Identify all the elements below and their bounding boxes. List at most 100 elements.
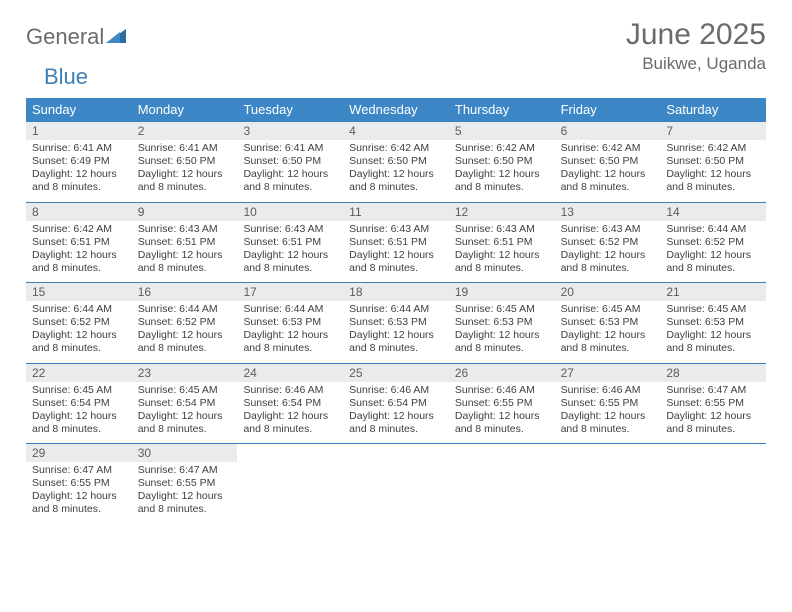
day-number: 15 bbox=[26, 283, 132, 301]
day-number: 8 bbox=[26, 203, 132, 221]
day-cell: 22Sunrise: 6:45 AMSunset: 6:54 PMDayligh… bbox=[26, 364, 132, 437]
daylight: Daylight: 12 hours and 8 minutes. bbox=[243, 168, 337, 194]
daylight: Daylight: 12 hours and 8 minutes. bbox=[243, 410, 337, 436]
sunset: Sunset: 6:50 PM bbox=[666, 155, 760, 168]
day-info: Sunrise: 6:42 AMSunset: 6:50 PMDaylight:… bbox=[343, 140, 449, 195]
daylight: Daylight: 12 hours and 8 minutes. bbox=[138, 168, 232, 194]
location: Buikwe, Uganda bbox=[626, 54, 766, 74]
day-info: Sunrise: 6:42 AMSunset: 6:51 PMDaylight:… bbox=[26, 221, 132, 276]
daylight: Daylight: 12 hours and 8 minutes. bbox=[138, 410, 232, 436]
sunrise: Sunrise: 6:46 AM bbox=[349, 384, 443, 397]
day-number: 27 bbox=[555, 364, 661, 382]
sunrise: Sunrise: 6:46 AM bbox=[455, 384, 549, 397]
sunset: Sunset: 6:54 PM bbox=[32, 397, 126, 410]
sunset: Sunset: 6:51 PM bbox=[32, 236, 126, 249]
weekday-label: Monday bbox=[132, 98, 238, 121]
day-cell: 2Sunrise: 6:41 AMSunset: 6:50 PMDaylight… bbox=[132, 122, 238, 195]
day-number bbox=[660, 444, 766, 448]
day-cell: 23Sunrise: 6:45 AMSunset: 6:54 PMDayligh… bbox=[132, 364, 238, 437]
day-number bbox=[449, 444, 555, 448]
day-info: Sunrise: 6:43 AMSunset: 6:51 PMDaylight:… bbox=[237, 221, 343, 276]
weekday-label: Friday bbox=[555, 98, 661, 121]
sunset: Sunset: 6:52 PM bbox=[666, 236, 760, 249]
day-info: Sunrise: 6:43 AMSunset: 6:51 PMDaylight:… bbox=[343, 221, 449, 276]
sunset: Sunset: 6:54 PM bbox=[138, 397, 232, 410]
day-cell: 15Sunrise: 6:44 AMSunset: 6:52 PMDayligh… bbox=[26, 283, 132, 356]
sunset: Sunset: 6:50 PM bbox=[561, 155, 655, 168]
day-number bbox=[237, 444, 343, 448]
day-number: 14 bbox=[660, 203, 766, 221]
day-number bbox=[555, 444, 661, 448]
day-cell: 17Sunrise: 6:44 AMSunset: 6:53 PMDayligh… bbox=[237, 283, 343, 356]
logo-text-1: General bbox=[26, 24, 104, 50]
sunset: Sunset: 6:49 PM bbox=[32, 155, 126, 168]
daylight: Daylight: 12 hours and 8 minutes. bbox=[138, 329, 232, 355]
day-info: Sunrise: 6:46 AMSunset: 6:55 PMDaylight:… bbox=[555, 382, 661, 437]
page: General June 2025 Buikwe, Uganda Blue Su… bbox=[0, 0, 792, 517]
day-cell bbox=[660, 444, 766, 517]
day-number: 13 bbox=[555, 203, 661, 221]
day-number: 3 bbox=[237, 122, 343, 140]
day-cell: 18Sunrise: 6:44 AMSunset: 6:53 PMDayligh… bbox=[343, 283, 449, 356]
daylight: Daylight: 12 hours and 8 minutes. bbox=[561, 329, 655, 355]
daylight: Daylight: 12 hours and 8 minutes. bbox=[349, 168, 443, 194]
sunset: Sunset: 6:55 PM bbox=[32, 477, 126, 490]
sunrise: Sunrise: 6:42 AM bbox=[455, 142, 549, 155]
day-cell bbox=[237, 444, 343, 517]
day-number: 18 bbox=[343, 283, 449, 301]
daylight: Daylight: 12 hours and 8 minutes. bbox=[455, 168, 549, 194]
day-cell bbox=[555, 444, 661, 517]
sunrise: Sunrise: 6:42 AM bbox=[666, 142, 760, 155]
day-cell: 13Sunrise: 6:43 AMSunset: 6:52 PMDayligh… bbox=[555, 203, 661, 276]
sunset: Sunset: 6:51 PM bbox=[455, 236, 549, 249]
day-cell: 7Sunrise: 6:42 AMSunset: 6:50 PMDaylight… bbox=[660, 122, 766, 195]
day-cell: 11Sunrise: 6:43 AMSunset: 6:51 PMDayligh… bbox=[343, 203, 449, 276]
logo-triangle-icon bbox=[106, 27, 126, 48]
daylight: Daylight: 12 hours and 8 minutes. bbox=[666, 329, 760, 355]
sunrise: Sunrise: 6:43 AM bbox=[138, 223, 232, 236]
sunset: Sunset: 6:53 PM bbox=[455, 316, 549, 329]
week-row: 1Sunrise: 6:41 AMSunset: 6:49 PMDaylight… bbox=[26, 121, 766, 195]
day-cell: 21Sunrise: 6:45 AMSunset: 6:53 PMDayligh… bbox=[660, 283, 766, 356]
day-cell bbox=[343, 444, 449, 517]
sunset: Sunset: 6:50 PM bbox=[349, 155, 443, 168]
daylight: Daylight: 12 hours and 8 minutes. bbox=[243, 329, 337, 355]
daylight: Daylight: 12 hours and 8 minutes. bbox=[666, 168, 760, 194]
day-cell: 19Sunrise: 6:45 AMSunset: 6:53 PMDayligh… bbox=[449, 283, 555, 356]
day-cell: 5Sunrise: 6:42 AMSunset: 6:50 PMDaylight… bbox=[449, 122, 555, 195]
week-row: 22Sunrise: 6:45 AMSunset: 6:54 PMDayligh… bbox=[26, 363, 766, 437]
day-number: 2 bbox=[132, 122, 238, 140]
sunset: Sunset: 6:51 PM bbox=[349, 236, 443, 249]
day-number: 10 bbox=[237, 203, 343, 221]
sunset: Sunset: 6:50 PM bbox=[138, 155, 232, 168]
daylight: Daylight: 12 hours and 8 minutes. bbox=[561, 410, 655, 436]
day-number: 17 bbox=[237, 283, 343, 301]
weekday-label: Sunday bbox=[26, 98, 132, 121]
day-number: 16 bbox=[132, 283, 238, 301]
day-cell: 9Sunrise: 6:43 AMSunset: 6:51 PMDaylight… bbox=[132, 203, 238, 276]
day-number: 11 bbox=[343, 203, 449, 221]
daylight: Daylight: 12 hours and 8 minutes. bbox=[32, 410, 126, 436]
day-cell bbox=[449, 444, 555, 517]
day-number: 29 bbox=[26, 444, 132, 462]
weeks-container: 1Sunrise: 6:41 AMSunset: 6:49 PMDaylight… bbox=[26, 121, 766, 517]
sunrise: Sunrise: 6:45 AM bbox=[138, 384, 232, 397]
day-info: Sunrise: 6:44 AMSunset: 6:52 PMDaylight:… bbox=[132, 301, 238, 356]
day-cell: 8Sunrise: 6:42 AMSunset: 6:51 PMDaylight… bbox=[26, 203, 132, 276]
sunrise: Sunrise: 6:43 AM bbox=[561, 223, 655, 236]
logo-text-2: Blue bbox=[26, 64, 88, 90]
day-number: 25 bbox=[343, 364, 449, 382]
day-info: Sunrise: 6:44 AMSunset: 6:53 PMDaylight:… bbox=[343, 301, 449, 356]
day-info: Sunrise: 6:41 AMSunset: 6:50 PMDaylight:… bbox=[132, 140, 238, 195]
weekday-label: Thursday bbox=[449, 98, 555, 121]
day-cell: 1Sunrise: 6:41 AMSunset: 6:49 PMDaylight… bbox=[26, 122, 132, 195]
day-info: Sunrise: 6:42 AMSunset: 6:50 PMDaylight:… bbox=[660, 140, 766, 195]
sunrise: Sunrise: 6:42 AM bbox=[561, 142, 655, 155]
sunset: Sunset: 6:53 PM bbox=[666, 316, 760, 329]
day-cell: 4Sunrise: 6:42 AMSunset: 6:50 PMDaylight… bbox=[343, 122, 449, 195]
day-number: 5 bbox=[449, 122, 555, 140]
day-number: 9 bbox=[132, 203, 238, 221]
day-cell: 24Sunrise: 6:46 AMSunset: 6:54 PMDayligh… bbox=[237, 364, 343, 437]
sunrise: Sunrise: 6:47 AM bbox=[666, 384, 760, 397]
sunrise: Sunrise: 6:41 AM bbox=[243, 142, 337, 155]
